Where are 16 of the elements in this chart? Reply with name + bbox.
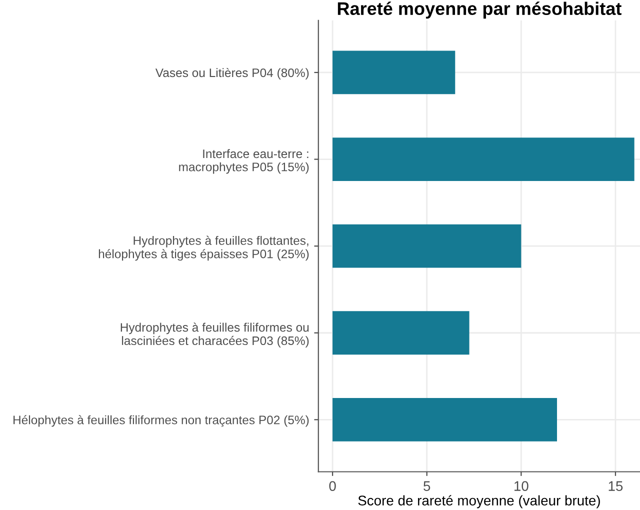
x-tick-label: 5 bbox=[424, 481, 430, 491]
bar bbox=[332, 50, 456, 94]
y-tick-label: Vases ou Litières P04 (80%) bbox=[155, 68, 309, 80]
bar bbox=[332, 398, 558, 442]
y-tick-label: Hélophytes à feuilles filiformes non traçantes P02 (5%) bbox=[14, 415, 309, 427]
x-tick-label: 10 bbox=[514, 481, 528, 491]
bar bbox=[332, 311, 470, 355]
bar bbox=[332, 224, 522, 268]
chart-title: Rareté moyenne par mésohabitat bbox=[338, 2, 622, 19]
x-axis-title: Score de rareté moyenne (valeur brute) bbox=[358, 495, 600, 508]
x-tick-label: 0 bbox=[329, 481, 336, 491]
x-tick-label: 15 bbox=[608, 481, 623, 491]
bar bbox=[332, 138, 634, 181]
y-tick-label: Hydrophytes à feuilles filiformes ou lasciniées et characées P03 (85%) bbox=[120, 322, 309, 348]
y-tick-label: Hydrophytes à feuilles flottantes, hélophytes à tiges épaisses P01 (25%) bbox=[98, 236, 309, 261]
y-tick-label: Interface eau-terre : macrophytes P05 (15%) bbox=[179, 149, 309, 174]
